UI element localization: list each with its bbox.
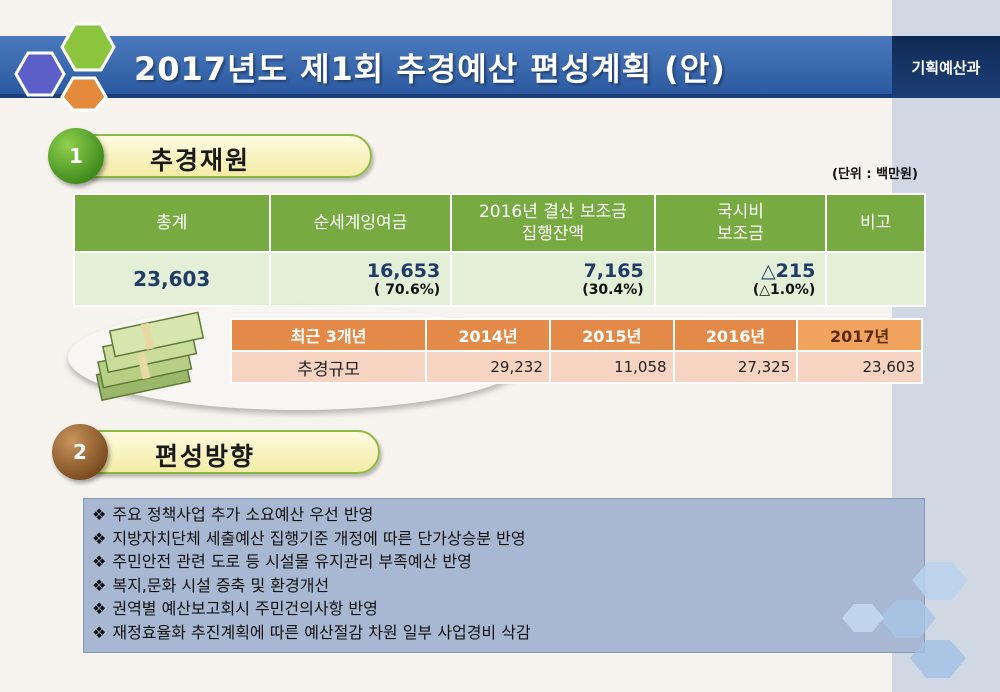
year-2017: 2017년 [796,318,923,352]
total-value: 23,603 [73,251,271,307]
bullet-icon: ❖ [92,622,107,642]
header-total: 총계 [73,193,271,253]
national-cell: △215 (△1.0%) [653,251,828,307]
list-item-text: 권역별 예산보고회시 주민건의사항 반영 [112,599,378,618]
section-2-label: 편성방향 [155,442,256,471]
bullet-icon: ❖ [92,575,107,595]
list-item-text: 주민안전 관련 도로 등 시설물 유지관리 부족예산 반영 [112,552,472,571]
hexagon-decoration-icon [842,562,968,678]
value-2016: 27,325 [672,350,799,384]
list-item: ❖ 재정효율화 추진계획에 따른 예산절감 차원 일부 사업경비 삭감 [92,621,531,645]
recent-row-label: 추경규모 [229,350,428,384]
national-percent: (△1.0%) [752,282,816,298]
funding-source-table: 총계 순세계잉여금 2016년 결산 보조금 집행잔액 국시비 보조금 비고 2… [73,193,926,307]
header-remarks: 비고 [825,193,926,253]
hexagon-logo-icon [14,22,116,112]
section-1-number: 1 [48,128,104,184]
subsidy-cell: 7,165 (30.4%) [450,251,656,307]
header-subsidy: 2016년 결산 보조금 집행잔액 [450,193,656,253]
recent-years-table: 최근 3개년 2014년 2015년 2016년 2017년 추경규모 29,2… [229,318,923,384]
list-item-text: 주요 정책사업 추가 소요예산 우선 반영 [112,505,374,524]
section-2-number: 2 [52,424,108,480]
value-2017: 23,603 [796,350,923,384]
national-value: △215 [761,260,816,282]
value-2015: 11,058 [548,350,675,384]
bullet-icon: ❖ [92,552,107,571]
list-item-text: 재정효율화 추진계획에 따른 예산절감 차원 일부 사업경비 삭감 [112,622,531,642]
remarks-value [825,251,926,307]
header-subsidy-line1: 2016년 결산 보조금 [478,202,627,222]
surplus-cell: 16,653 ( 70.6%) [268,251,453,307]
header-subsidy-line2: 집행잔액 [521,224,585,244]
list-item: ❖ 지방자치단체 세출예산 집행기준 개정에 따른 단가상승분 반영 [92,527,531,551]
direction-box [83,498,925,653]
title-bar [0,36,892,98]
value-2014: 29,232 [425,350,551,384]
bullet-icon: ❖ [92,528,107,548]
recent-header-label: 최근 3개년 [229,318,428,352]
header-national: 국시비 보조금 [653,193,828,253]
header-surplus: 순세계잉여금 [268,193,453,253]
bullet-icon: ❖ [92,599,107,618]
list-item: ❖ 복지,문화 시설 증축 및 환경개선 [92,574,531,598]
table-row: 23,603 16,653 ( 70.6%) 7,165 (30.4%) △21… [73,251,926,307]
list-item: ❖ 권역별 예산보고회시 주민건의사항 반영 [92,597,531,621]
unit-label: (단위 : 백만원) [832,167,918,182]
header-national-line2: 보조금 [717,224,764,244]
year-2014: 2014년 [425,318,551,352]
direction-list: ❖ 주요 정책사업 추가 소요예산 우선 반영 ❖ 지방자치단체 세출예산 집행기준… [92,503,531,644]
list-item: ❖ 주요 정책사업 추가 소요예산 우선 반영 [92,503,531,527]
year-2016: 2016년 [672,318,799,352]
subsidy-value: 7,165 [583,260,644,282]
bullet-icon: ❖ [92,505,107,524]
section-2-pill [78,430,380,474]
surplus-percent: ( 70.6%) [373,282,441,298]
page-title: 2017년도 제1회 추경예산 편성계획 (안) [134,50,726,88]
section-1-label: 추경재원 [150,146,251,175]
table-row: 추경규모 29,232 11,058 27,325 23,603 [229,350,923,384]
money-stack-icon [95,311,205,402]
surplus-value: 16,653 [366,260,441,282]
list-item-text: 복지,문화 시설 증축 및 환경개선 [112,575,330,595]
department-label: 기획예산과 [911,59,981,77]
year-2015: 2015년 [548,318,675,352]
department-box [892,36,1000,98]
list-item-text: 지방자치단체 세출예산 집행기준 개정에 따른 단가상승분 반영 [112,528,526,548]
subsidy-percent: (30.4%) [582,282,644,298]
header-national-line1: 국시비 [717,202,764,222]
list-item: ❖ 주민안전 관련 도로 등 시설물 유지관리 부족예산 반영 [92,550,531,574]
